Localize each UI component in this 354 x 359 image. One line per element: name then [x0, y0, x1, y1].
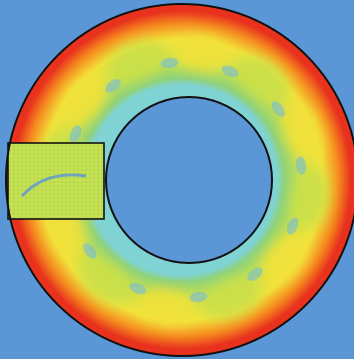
cool-spot [286, 217, 299, 235]
plume-lobe [236, 55, 289, 103]
cool-spot [83, 243, 97, 259]
cool-spot [271, 101, 285, 117]
cool-spot [296, 156, 307, 175]
cool-spot [247, 267, 263, 281]
plume-lobe [203, 278, 261, 319]
plume-lobe [261, 232, 309, 285]
cool-spot [221, 65, 239, 78]
plume-lobe [171, 34, 232, 72]
cool-spot [160, 57, 179, 68]
plume-lobe [59, 75, 107, 128]
cool-spots [61, 57, 307, 303]
outer-boundary [5, 3, 354, 357]
plume-lobe [79, 257, 132, 305]
inset-window [8, 143, 104, 219]
cool-spot [105, 79, 121, 93]
cool-spot [189, 292, 208, 303]
cool-spot [69, 125, 82, 143]
cool-spot [129, 282, 147, 295]
inset-window-border [7, 142, 105, 220]
plume-lobe [282, 103, 323, 161]
plume-lobe [292, 167, 330, 228]
annulus-field [6, 4, 354, 356]
plume-lobe [136, 288, 197, 326]
plume-lobe [107, 41, 165, 82]
inner-cylinder [105, 96, 273, 264]
inset-streak [20, 173, 87, 198]
